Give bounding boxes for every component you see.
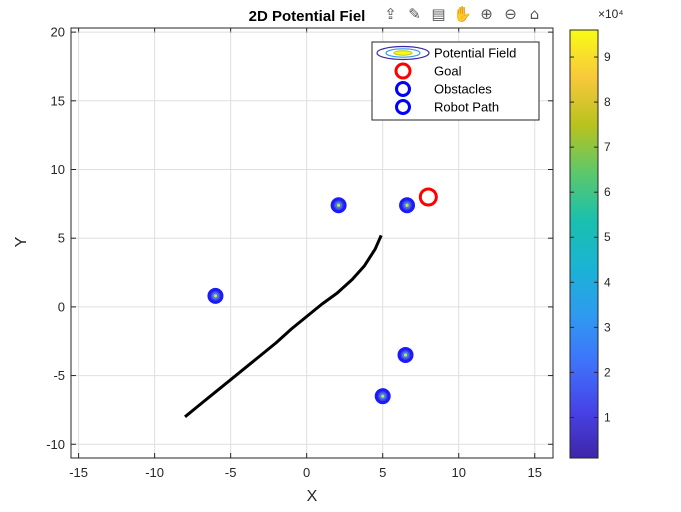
- obstacle-4: [397, 346, 414, 363]
- pan-icon[interactable]: ✋: [453, 5, 472, 23]
- goal-marker: [418, 187, 438, 207]
- obstacle-5: [374, 388, 391, 405]
- chart-title: 2D Potential Fiel: [249, 8, 366, 25]
- obstacle-1: [330, 197, 347, 214]
- obstacle-peak: [337, 203, 341, 207]
- x-tick-label: 10: [451, 465, 465, 480]
- y-tick-label: 15: [51, 93, 65, 108]
- axes-toolbar: ⇪ ✎ ▤ ✋ ⊕ ⊖ ⌂: [380, 3, 545, 25]
- legend-label: Obstacles: [434, 82, 492, 97]
- colorbar-tick-label: 7: [604, 140, 611, 154]
- y-tick-label: -10: [46, 437, 65, 452]
- brush-icon[interactable]: ✎: [408, 5, 421, 23]
- legend-contour-outer: [376, 45, 430, 61]
- colorbar-tick-label: 6: [604, 185, 611, 199]
- obstacle-peak: [405, 203, 409, 207]
- colorbar-gradient: [569, 29, 599, 459]
- x-tick-label: -10: [145, 465, 164, 480]
- legend: Potential Field Goal Obstacles Robot Path: [371, 41, 540, 121]
- datatip-icon[interactable]: ▤: [431, 5, 446, 23]
- colorbar-exponent-label: ×10⁴: [598, 7, 624, 21]
- axes-frame: [70, 27, 554, 459]
- obstacle-2: [399, 197, 416, 214]
- y-tick-label: 10: [51, 162, 65, 177]
- robot-path-line: [184, 234, 383, 418]
- x-tick-label: 15: [528, 465, 542, 480]
- legend-swatch-goal: [394, 62, 412, 80]
- colorbar-tick-label: 4: [604, 275, 611, 289]
- zoom-out-icon[interactable]: ⊖: [504, 5, 517, 23]
- x-tick-label: -15: [69, 465, 88, 480]
- y-axis-label: Y: [13, 236, 30, 247]
- legend-label: Goal: [434, 64, 462, 79]
- legend-swatch-potential-field: [376, 45, 430, 61]
- legend-contour-mid: [385, 48, 421, 58]
- legend-label: Potential Field: [434, 46, 516, 61]
- y-tick-label: 5: [58, 231, 65, 246]
- legend-label: Robot Path: [434, 100, 499, 115]
- export-icon[interactable]: ⇪: [384, 5, 397, 23]
- x-tick-label: -5: [225, 465, 237, 480]
- y-tick-label: 0: [58, 299, 65, 314]
- legend-swatch-obstacles: [395, 81, 411, 97]
- zoom-in-icon[interactable]: ⊕: [480, 5, 493, 23]
- colorbar-tick-label: 2: [604, 365, 611, 379]
- x-axis-label: X: [307, 488, 318, 505]
- obstacle-peak: [381, 394, 385, 398]
- obstacle-peak: [403, 353, 408, 357]
- x-tick-label: 0: [303, 465, 310, 480]
- obstacle-3: [207, 287, 224, 304]
- legend-contour-inner: [393, 50, 413, 56]
- colorbar-tick-label: 5: [604, 230, 611, 244]
- y-tick-label: -5: [53, 368, 65, 383]
- colorbar-tick-label: 9: [604, 50, 611, 64]
- home-icon[interactable]: ⌂: [529, 5, 540, 23]
- obstacle-peak: [213, 294, 218, 298]
- colorbar-tick-label: 1: [604, 410, 611, 424]
- colorbar-tick-label: 3: [604, 320, 611, 334]
- colorbar: 1 2 3 4 5 6 7 8 9 ×10⁴: [569, 7, 624, 459]
- legend-swatch-robot-path: [395, 99, 411, 115]
- colorbar-tick-label: 8: [604, 95, 611, 109]
- x-tick-label: 5: [379, 465, 386, 480]
- y-tick-label: 20: [51, 25, 65, 40]
